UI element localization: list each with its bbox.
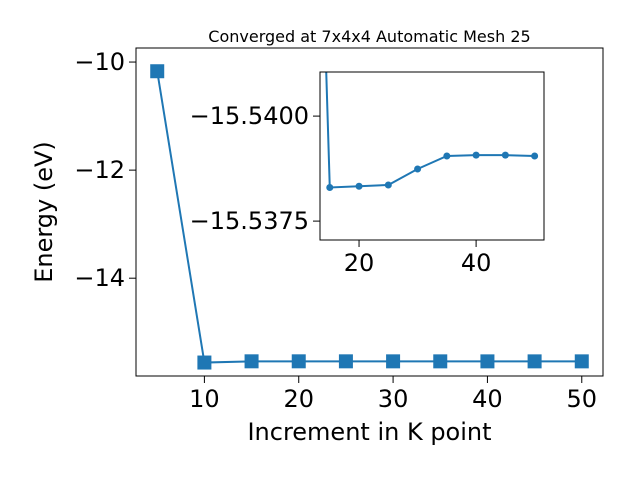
axes-frame bbox=[319, 71, 545, 241]
marker bbox=[150, 64, 165, 79]
y-axis-label: Energy (eV) bbox=[30, 141, 58, 283]
marker bbox=[443, 152, 451, 160]
marker bbox=[386, 354, 401, 369]
marker bbox=[531, 152, 539, 160]
marker bbox=[501, 151, 509, 159]
y-tick-label: −14 bbox=[74, 264, 125, 292]
y-tick-label: −10 bbox=[74, 48, 125, 76]
plot-area bbox=[325, 72, 539, 191]
x-tick-label: 20 bbox=[344, 249, 375, 277]
x-tick-label: 20 bbox=[283, 385, 314, 413]
x-tick-label: 40 bbox=[461, 249, 492, 277]
chart-title: Converged at 7x4x4 Automatic Mesh 25 bbox=[208, 27, 530, 46]
marker bbox=[472, 151, 480, 159]
y-tick-label: −12 bbox=[74, 156, 125, 184]
marker bbox=[433, 354, 448, 369]
x-tick-label: 50 bbox=[566, 385, 597, 413]
marker bbox=[527, 354, 542, 369]
x-tick-label: 10 bbox=[189, 385, 220, 413]
y-tick-label: −15.5400 bbox=[190, 102, 309, 130]
marker bbox=[384, 181, 392, 189]
x-tick-label: 30 bbox=[378, 385, 409, 413]
marker bbox=[244, 354, 259, 369]
marker bbox=[414, 165, 422, 173]
marker bbox=[480, 354, 495, 369]
marker bbox=[338, 354, 353, 369]
series-line bbox=[156, 71, 582, 364]
axes-frame bbox=[135, 47, 604, 377]
marker bbox=[326, 184, 334, 191]
x-axis-label: Increment in K point bbox=[247, 418, 491, 446]
y-tick-label: −15.5375 bbox=[190, 207, 309, 235]
marker bbox=[355, 182, 363, 190]
marker bbox=[291, 354, 306, 369]
plot-area bbox=[150, 64, 589, 370]
marker bbox=[197, 355, 212, 370]
marker bbox=[574, 354, 589, 369]
x-tick-label: 40 bbox=[472, 385, 503, 413]
